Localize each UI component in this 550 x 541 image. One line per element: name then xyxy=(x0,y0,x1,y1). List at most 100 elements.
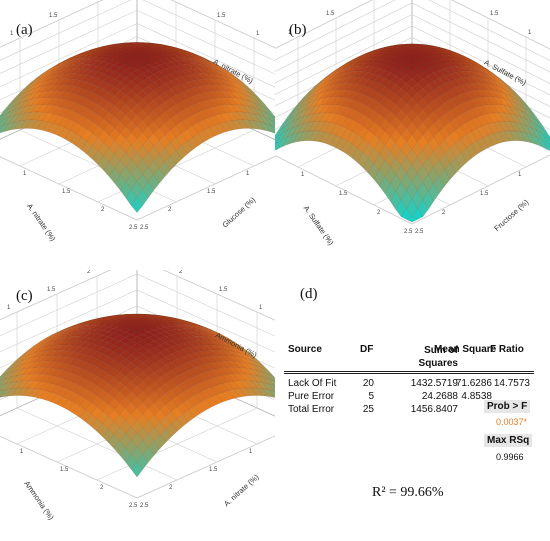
front-right-tick: 2.5 xyxy=(140,225,149,231)
front-left-tick: 2.5 xyxy=(129,225,138,231)
top-left-tick: 1 xyxy=(7,305,11,311)
floor-grid-line xyxy=(136,155,275,221)
surface-facet xyxy=(270,125,275,133)
top-right-tick: 2 xyxy=(178,0,182,1)
panel-a-label: (a) xyxy=(16,22,33,38)
header-source: Source xyxy=(288,344,322,355)
surface-facet xyxy=(275,137,277,141)
front-left-tick: 1 xyxy=(249,449,253,455)
max-rsq-label: Max RSq xyxy=(484,434,533,447)
floor-grid-line xyxy=(275,155,413,225)
top-left-tick: 1.5 xyxy=(49,13,58,19)
prob-f-label: Prob > F xyxy=(484,400,531,413)
wall-grid-line xyxy=(0,273,275,337)
surface-facet xyxy=(0,389,6,398)
wall-grid-line xyxy=(275,2,550,73)
surface-facet xyxy=(131,461,143,478)
axis-title-front-left: A. nitrate (%) xyxy=(25,202,58,243)
table-body: Lack Of Fit 20 1432.5719 71.6286 14.7573 Pure… xyxy=(284,378,534,417)
header-divider xyxy=(284,371,534,372)
top-right-tick: 1.5 xyxy=(219,287,228,293)
surface-facet xyxy=(0,378,7,386)
front-right-tick: 2.5 xyxy=(415,229,424,235)
surface-plot-a: 304050607080901004050607080901001100.50.… xyxy=(0,0,275,243)
front-left-tick: 2 xyxy=(169,485,173,491)
front-left-tick: 1 xyxy=(246,171,250,177)
axis-title-front-left: A. Sulfate (%) xyxy=(302,204,336,247)
front-right-tick: 1 xyxy=(301,172,305,178)
header-df: DF xyxy=(360,344,374,355)
top-left-tick: 2 xyxy=(88,0,92,1)
top-right-tick: 1.5 xyxy=(490,11,499,17)
surface-facet xyxy=(270,119,275,127)
surface-facet xyxy=(275,142,277,146)
top-right-tick: 1 xyxy=(256,31,260,37)
anova-table: Source DF Sum of Squares Mean Square F R… xyxy=(284,344,534,462)
front-left-tick: 1 xyxy=(518,172,522,178)
top-left-tick: 1 xyxy=(10,31,14,37)
axis-title-front-left: Ammonia (%) xyxy=(22,479,56,522)
table-row: Pure Error 5 24.2688 4.8538 xyxy=(284,391,534,404)
wall-grid-line xyxy=(0,0,275,62)
table-cell: 24.2688 xyxy=(421,391,458,402)
wall-grid-line xyxy=(0,270,275,321)
table-cell: 4.8538 xyxy=(461,391,492,402)
top-right-tick: 1.5 xyxy=(217,13,226,19)
floor-grid-line xyxy=(96,407,258,481)
table-cell: Total Error xyxy=(288,404,335,415)
wall-grid-line xyxy=(275,14,550,84)
header-divider-2 xyxy=(284,373,534,374)
front-right-tick: 2 xyxy=(101,207,105,213)
top-right-tick: 2 xyxy=(179,270,183,275)
surface-facet xyxy=(0,115,4,120)
table-cell: 5 xyxy=(368,391,374,402)
surface-facet xyxy=(0,374,6,381)
front-left-tick: 2.5 xyxy=(404,229,413,235)
front-right-tick: 1 xyxy=(23,171,27,177)
max-rsq-value: 0.9966 xyxy=(496,452,524,462)
floor-grid-line xyxy=(0,436,138,499)
top-left-tick: 2 xyxy=(87,270,91,275)
wall-grid-line xyxy=(275,37,550,107)
floor-grid-line xyxy=(0,156,138,221)
table-cell: 71.6286 xyxy=(455,378,492,389)
front-right-tick: 1.5 xyxy=(60,467,69,473)
front-left-tick: 2 xyxy=(442,210,446,216)
axis-title-front-right: Fructose (%) xyxy=(492,197,530,233)
front-left-tick: 1.5 xyxy=(480,191,489,197)
table-cell: Pure Error xyxy=(288,391,335,402)
surface-plot-b: 203040506070809010020304050607080901000.… xyxy=(275,0,550,247)
table-row: Total Error 25 1456.8407 xyxy=(284,404,534,417)
surface-facet xyxy=(273,385,275,387)
floor-grid-line xyxy=(411,154,550,225)
wall-grid-line xyxy=(275,0,550,50)
front-right-tick: 1 xyxy=(20,449,24,455)
r-squared-text: R² = 99.66% xyxy=(372,485,444,500)
front-right-tick: 2 xyxy=(377,210,381,216)
table-cell: 1432.5719 xyxy=(410,378,458,389)
axis-title-front-right: Glucose (%) xyxy=(220,195,257,230)
front-right-tick: 2 xyxy=(100,485,104,491)
surface-facet xyxy=(0,119,4,125)
wall-grid-line xyxy=(275,0,550,61)
front-left-tick: 1.5 xyxy=(207,189,216,195)
table-cell: 25 xyxy=(362,404,374,415)
front-right-tick: 1.5 xyxy=(62,189,71,195)
floor-grid-line xyxy=(136,435,275,499)
top-left-tick: 1.5 xyxy=(47,287,56,293)
surface-facet xyxy=(406,216,418,223)
panel-b-label: (b) xyxy=(289,22,307,38)
panel-d-label: (d) xyxy=(300,286,318,302)
table-cell: 14.7573 xyxy=(493,378,530,389)
front-right-tick: 2.5 xyxy=(140,503,149,509)
table-cell: 1456.8407 xyxy=(410,404,458,415)
panel-b: (b) 203040506070809010020304050607080901… xyxy=(275,0,550,260)
panel-a: (a) 304050607080901004050607080901001100… xyxy=(0,0,275,260)
wall-grid-line xyxy=(0,0,275,49)
table-header-row: Source DF Sum of Squares Mean Square F R… xyxy=(284,344,534,370)
surface-facet xyxy=(270,115,275,122)
panel-c-label: (c) xyxy=(16,288,33,304)
axis-title-front-right: A. nitrate (%) xyxy=(222,472,261,508)
response-surface xyxy=(0,313,275,478)
front-left-tick: 1.5 xyxy=(209,467,218,473)
